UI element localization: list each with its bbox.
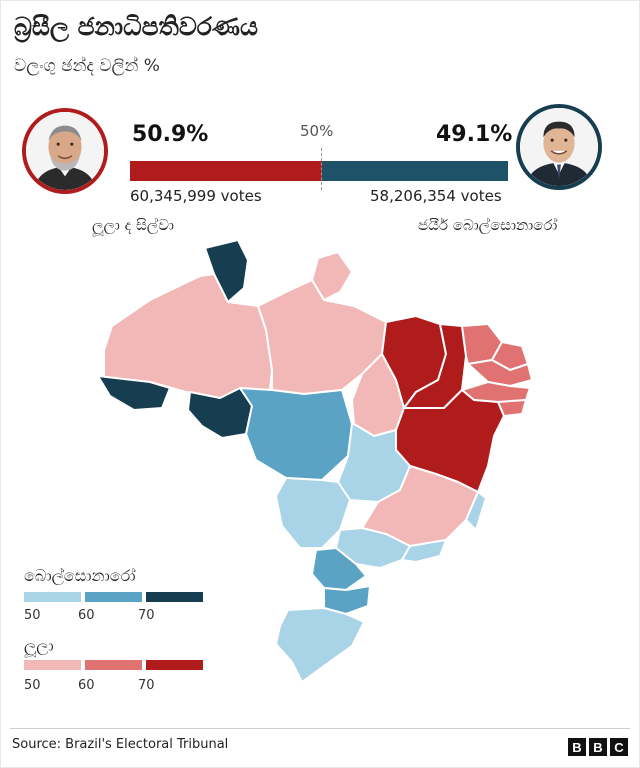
legend-bar-bolsonaro [24, 592, 203, 602]
legend-swatch [24, 592, 81, 602]
lula-name: ලූලා ද සිල්වා [92, 216, 174, 234]
legend-swatch [85, 660, 142, 670]
state-shape [311, 547, 367, 591]
midpoint-line [321, 148, 322, 190]
brazil-choropleth-map [97, 239, 533, 683]
state-shape [275, 477, 351, 549]
lula-percent: 50.9% [132, 122, 209, 147]
source-text: Source: Brazil's Electoral Tribunal [12, 737, 229, 752]
state-shape [239, 387, 353, 481]
lula-share-segment [130, 161, 323, 181]
legend-swatch [146, 592, 203, 602]
legend-tick: 50 [24, 678, 41, 693]
legend-swatch [146, 660, 203, 670]
legend-title-bolsonaro: බොල්සොනාරෝ [24, 566, 136, 585]
legend-tick: 70 [138, 608, 155, 623]
state-shape [275, 607, 365, 683]
legend-swatch [24, 660, 81, 670]
bbc-logo-letter: B [568, 738, 586, 756]
bolsonaro-name: ජයීර් බොල්සොනාරෝ [418, 216, 558, 234]
legend-title-lula: ලූලා [24, 636, 54, 655]
bolsonaro-share-segment [322, 161, 508, 181]
state-shape [401, 539, 447, 563]
chart-subtitle: වලංගු ඡන්ද වලින් % [14, 56, 160, 76]
legend-tick: 60 [78, 678, 95, 693]
bbc-logo-letter: C [610, 738, 628, 756]
bolsonaro-votes: 58,206,354 votes [370, 187, 502, 205]
legend-tick: 60 [78, 608, 95, 623]
legend-tick: 50 [24, 608, 41, 623]
state-shape [467, 359, 533, 387]
legend-bar-lula [24, 660, 203, 670]
bbc-logo-letter: B [589, 738, 607, 756]
state-shape [361, 465, 479, 547]
legend-tick: 70 [138, 678, 155, 693]
state-shape [97, 375, 171, 411]
midpoint-label: 50% [300, 122, 334, 140]
state-shape [465, 491, 487, 531]
footer-divider [10, 728, 630, 729]
bolsonaro-portrait-icon [516, 104, 602, 190]
lula-portrait-icon [22, 108, 108, 194]
bbc-logo: B B C [568, 738, 628, 756]
legend-swatch [85, 592, 142, 602]
lula-votes: 60,345,999 votes [130, 187, 262, 205]
bolsonaro-percent: 49.1% [436, 122, 513, 147]
vote-share-bar [130, 161, 508, 181]
chart-title: බ්‍රසීල ජනාධිපතිවරණය [14, 12, 258, 41]
